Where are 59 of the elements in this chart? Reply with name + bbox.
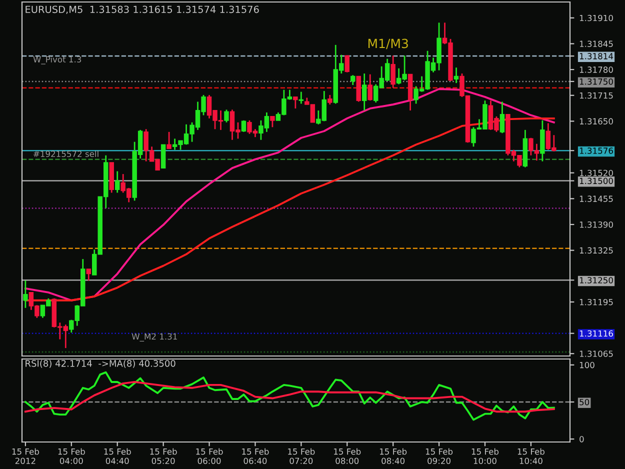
line-series [24,371,555,421]
ref-line-label: #19215572 sell [34,150,98,158]
y-tick-label: 1.31195 [580,298,613,306]
y-tick-label: 1.31455 [580,196,613,202]
y-tick-label: 1.31650 [580,118,613,124]
y-tick-label: 1.31520 [580,170,613,176]
y-tick-label: 1.31750 [580,78,613,85]
candlestick [390,54,396,89]
x-tick-label: 15 Feb 09:20 [426,448,453,464]
candlestick [368,74,372,102]
y-tick-label: 0 [580,436,584,442]
y-tick-label: 1.31780 [580,66,613,73]
x-tick-label: 15 Feb 08:00 [334,448,361,464]
annotation: M1/M3 [368,38,408,50]
candlestick [224,108,229,124]
candlestick [540,120,545,162]
y-tick-label: 1.31390 [580,221,613,228]
y-tick-label: 1.31576 [580,148,613,154]
candlestick [350,74,356,86]
candlestick [328,94,332,106]
candlestick [23,280,28,309]
candlestick [270,116,275,128]
x-tick-label: 15 Feb 05:20 [150,448,177,464]
y-tick-label: 1.31715 [580,92,613,99]
x-tick-label: 15 Feb 06:00 [196,448,223,464]
y-tick-label: 1.31500 [580,178,613,184]
y-tick-label: 100 [580,362,594,368]
candlestick [344,54,350,74]
x-tick-label: 15 Feb 06:40 [242,448,269,464]
chart-title: EURUSD,M5 1.31583 1.31615 1.31574 1.31576 [26,6,259,14]
y-tick-label: 1.31065 [580,350,613,357]
candlestick [298,91,304,104]
chart-title: RSI(8) 42.1714 ->MA(8) 40.3500 [26,360,176,368]
candlestick [86,268,92,282]
x-tick-label: 15 Feb 07:20 [288,448,315,464]
candlestick [114,170,120,194]
candlestick [454,66,459,84]
y-tick-label: 1.31250 [580,277,613,284]
line-series [24,381,555,413]
y-tick-label: 1.31910 [580,14,613,22]
candlestick [160,144,166,168]
x-tick-label: 15 Feb 10:40 [518,448,544,464]
candlestick [362,72,367,112]
candlestick [500,101,505,134]
candlestick [166,131,172,150]
x-tick-label: 15 Feb 10:00 [472,448,499,464]
y-tick-label: 1.31845 [580,40,613,47]
y-tick-label: 1.31814 [580,53,614,60]
x-tick-label: 15 Feb 04:40 [104,448,131,464]
y-tick-label: 50 [580,398,590,406]
ref-line-label: W_Pivot 1.3 [33,56,82,64]
ref-line-label: W_M2 1.31 [132,333,177,342]
candlestick [293,96,298,110]
y-tick-label: 1.31116 [580,330,613,337]
x-tick-label: 15 Feb 2012 [12,448,39,464]
candlestick [241,120,246,133]
y-tick-label: 1.31325 [580,247,613,254]
x-tick-label: 15 Feb 08:40 [380,448,407,464]
x-tick-label: 15 Feb 04:00 [58,448,85,464]
